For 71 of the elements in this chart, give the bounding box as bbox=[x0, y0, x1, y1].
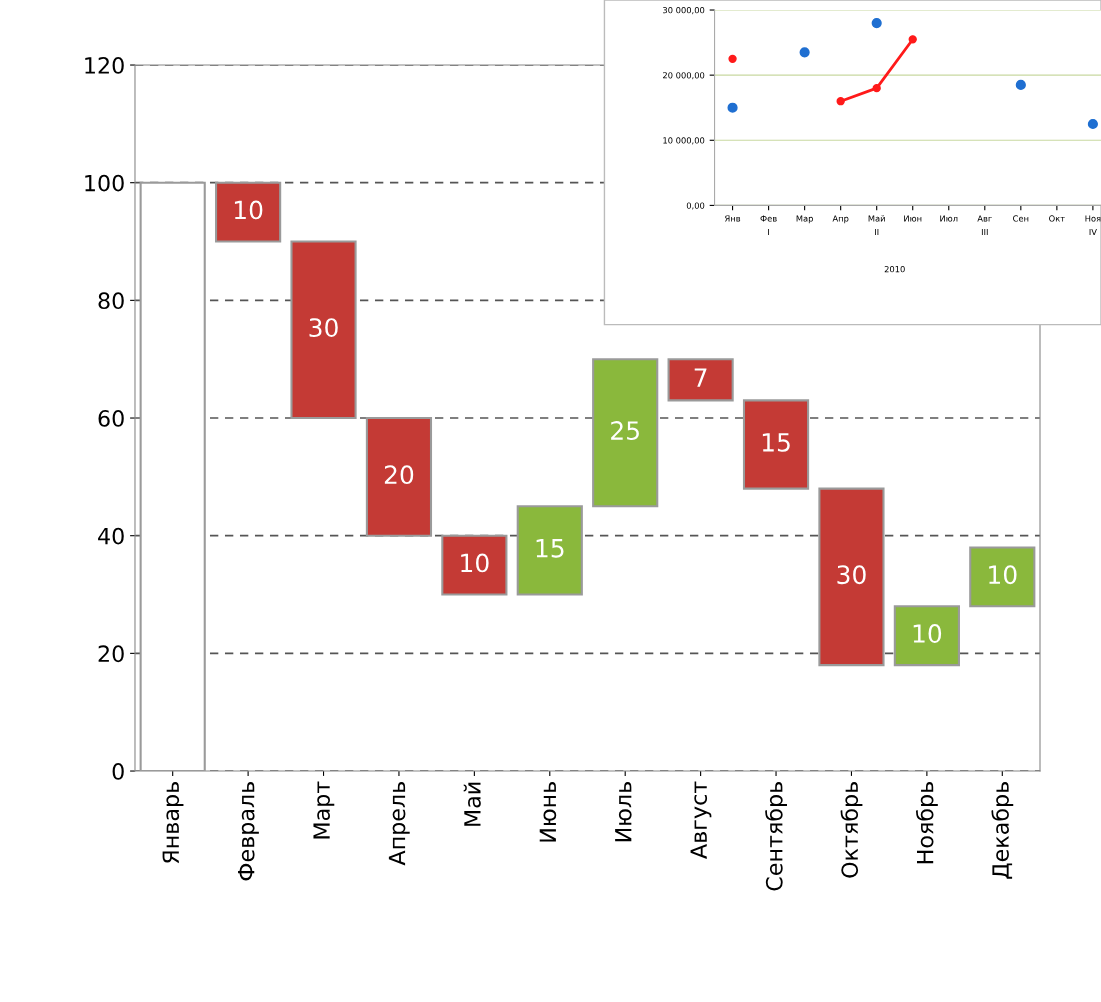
x-tick-label: Ноябрь bbox=[915, 782, 938, 864]
y-tick-label: 80 bbox=[98, 292, 124, 310]
point bbox=[908, 35, 917, 44]
y-tick-label: 60 bbox=[98, 409, 124, 427]
x-tick-label: Сен bbox=[1013, 215, 1029, 222]
x-tick-label: Май bbox=[463, 782, 481, 826]
bar bbox=[818, 487, 885, 667]
data-label: 25 bbox=[611, 421, 639, 440]
annotation: 2010 bbox=[884, 266, 905, 273]
y-tick-label: 20 bbox=[98, 645, 124, 663]
bar bbox=[516, 505, 583, 596]
annotation: III bbox=[981, 228, 988, 236]
x-tick-label: Ноя bbox=[1085, 215, 1101, 222]
x-tick-label: Янв bbox=[725, 215, 741, 222]
y-tick-label: 20 000,00 bbox=[663, 72, 705, 80]
bar bbox=[667, 358, 734, 402]
y-tick-label: 40 bbox=[98, 527, 124, 545]
bar bbox=[290, 240, 357, 420]
x-tick-label: Февраль bbox=[238, 782, 259, 881]
x-tick-label: Фев bbox=[760, 215, 777, 222]
data-label: 30 bbox=[837, 565, 866, 585]
x-tick-label: Апр bbox=[832, 215, 849, 224]
bar bbox=[893, 605, 960, 667]
point bbox=[727, 102, 738, 113]
annotation: I bbox=[768, 228, 770, 236]
x-tick-label: Мар bbox=[796, 215, 813, 224]
point bbox=[836, 97, 845, 106]
point bbox=[1015, 79, 1026, 91]
x-tick-label: Июль bbox=[615, 782, 632, 842]
bar bbox=[215, 181, 282, 243]
point bbox=[728, 54, 737, 64]
y-tick-label: 10 000,00 bbox=[663, 137, 705, 145]
y-tick-label: 30 000,00 bbox=[663, 7, 705, 15]
point bbox=[872, 84, 881, 93]
bar bbox=[592, 358, 659, 508]
x-tick-label: Март bbox=[313, 781, 335, 839]
x-tick-label: Июн bbox=[904, 215, 922, 222]
data-label: 10 bbox=[461, 553, 489, 573]
point bbox=[1087, 118, 1098, 130]
data-label: 15 bbox=[536, 539, 564, 558]
annotation: II bbox=[875, 228, 879, 236]
point bbox=[871, 17, 882, 29]
data-label: 30 bbox=[309, 318, 338, 338]
point bbox=[799, 47, 810, 58]
y-tick-label: 0 bbox=[112, 762, 124, 780]
x-tick-label: Декабрь bbox=[991, 782, 1014, 879]
x-tick-label: Сентябрь bbox=[765, 782, 787, 891]
x-tick-label: Январь bbox=[162, 782, 184, 864]
y-tick-label: 0,00 bbox=[686, 202, 705, 210]
x-tick-label: Июнь bbox=[539, 782, 557, 842]
y-tick-label: 120 bbox=[85, 56, 124, 74]
x-tick-label: Октябрь bbox=[840, 782, 863, 878]
bar bbox=[139, 181, 206, 772]
bar bbox=[441, 534, 508, 596]
bar bbox=[742, 399, 810, 490]
data-label: 20 bbox=[384, 465, 414, 485]
x-tick-label: Окт bbox=[1049, 215, 1065, 222]
data-label: 15 bbox=[762, 433, 790, 452]
x-tick-label: Август bbox=[690, 781, 712, 859]
bar bbox=[969, 546, 1036, 608]
x-tick-label: Май bbox=[868, 215, 885, 222]
data-label: 7 bbox=[694, 368, 707, 387]
bar bbox=[365, 416, 433, 537]
x-tick-label: Авг bbox=[977, 215, 992, 222]
data-label: 10 bbox=[913, 624, 942, 643]
text: IV bbox=[1089, 228, 1097, 236]
x-tick-label: Июл bbox=[940, 215, 958, 222]
y-tick-label: 100 bbox=[85, 174, 124, 192]
data-label: 10 bbox=[989, 565, 1017, 585]
x-tick-label: Апрель bbox=[388, 782, 410, 866]
data-label: 10 bbox=[234, 200, 263, 220]
